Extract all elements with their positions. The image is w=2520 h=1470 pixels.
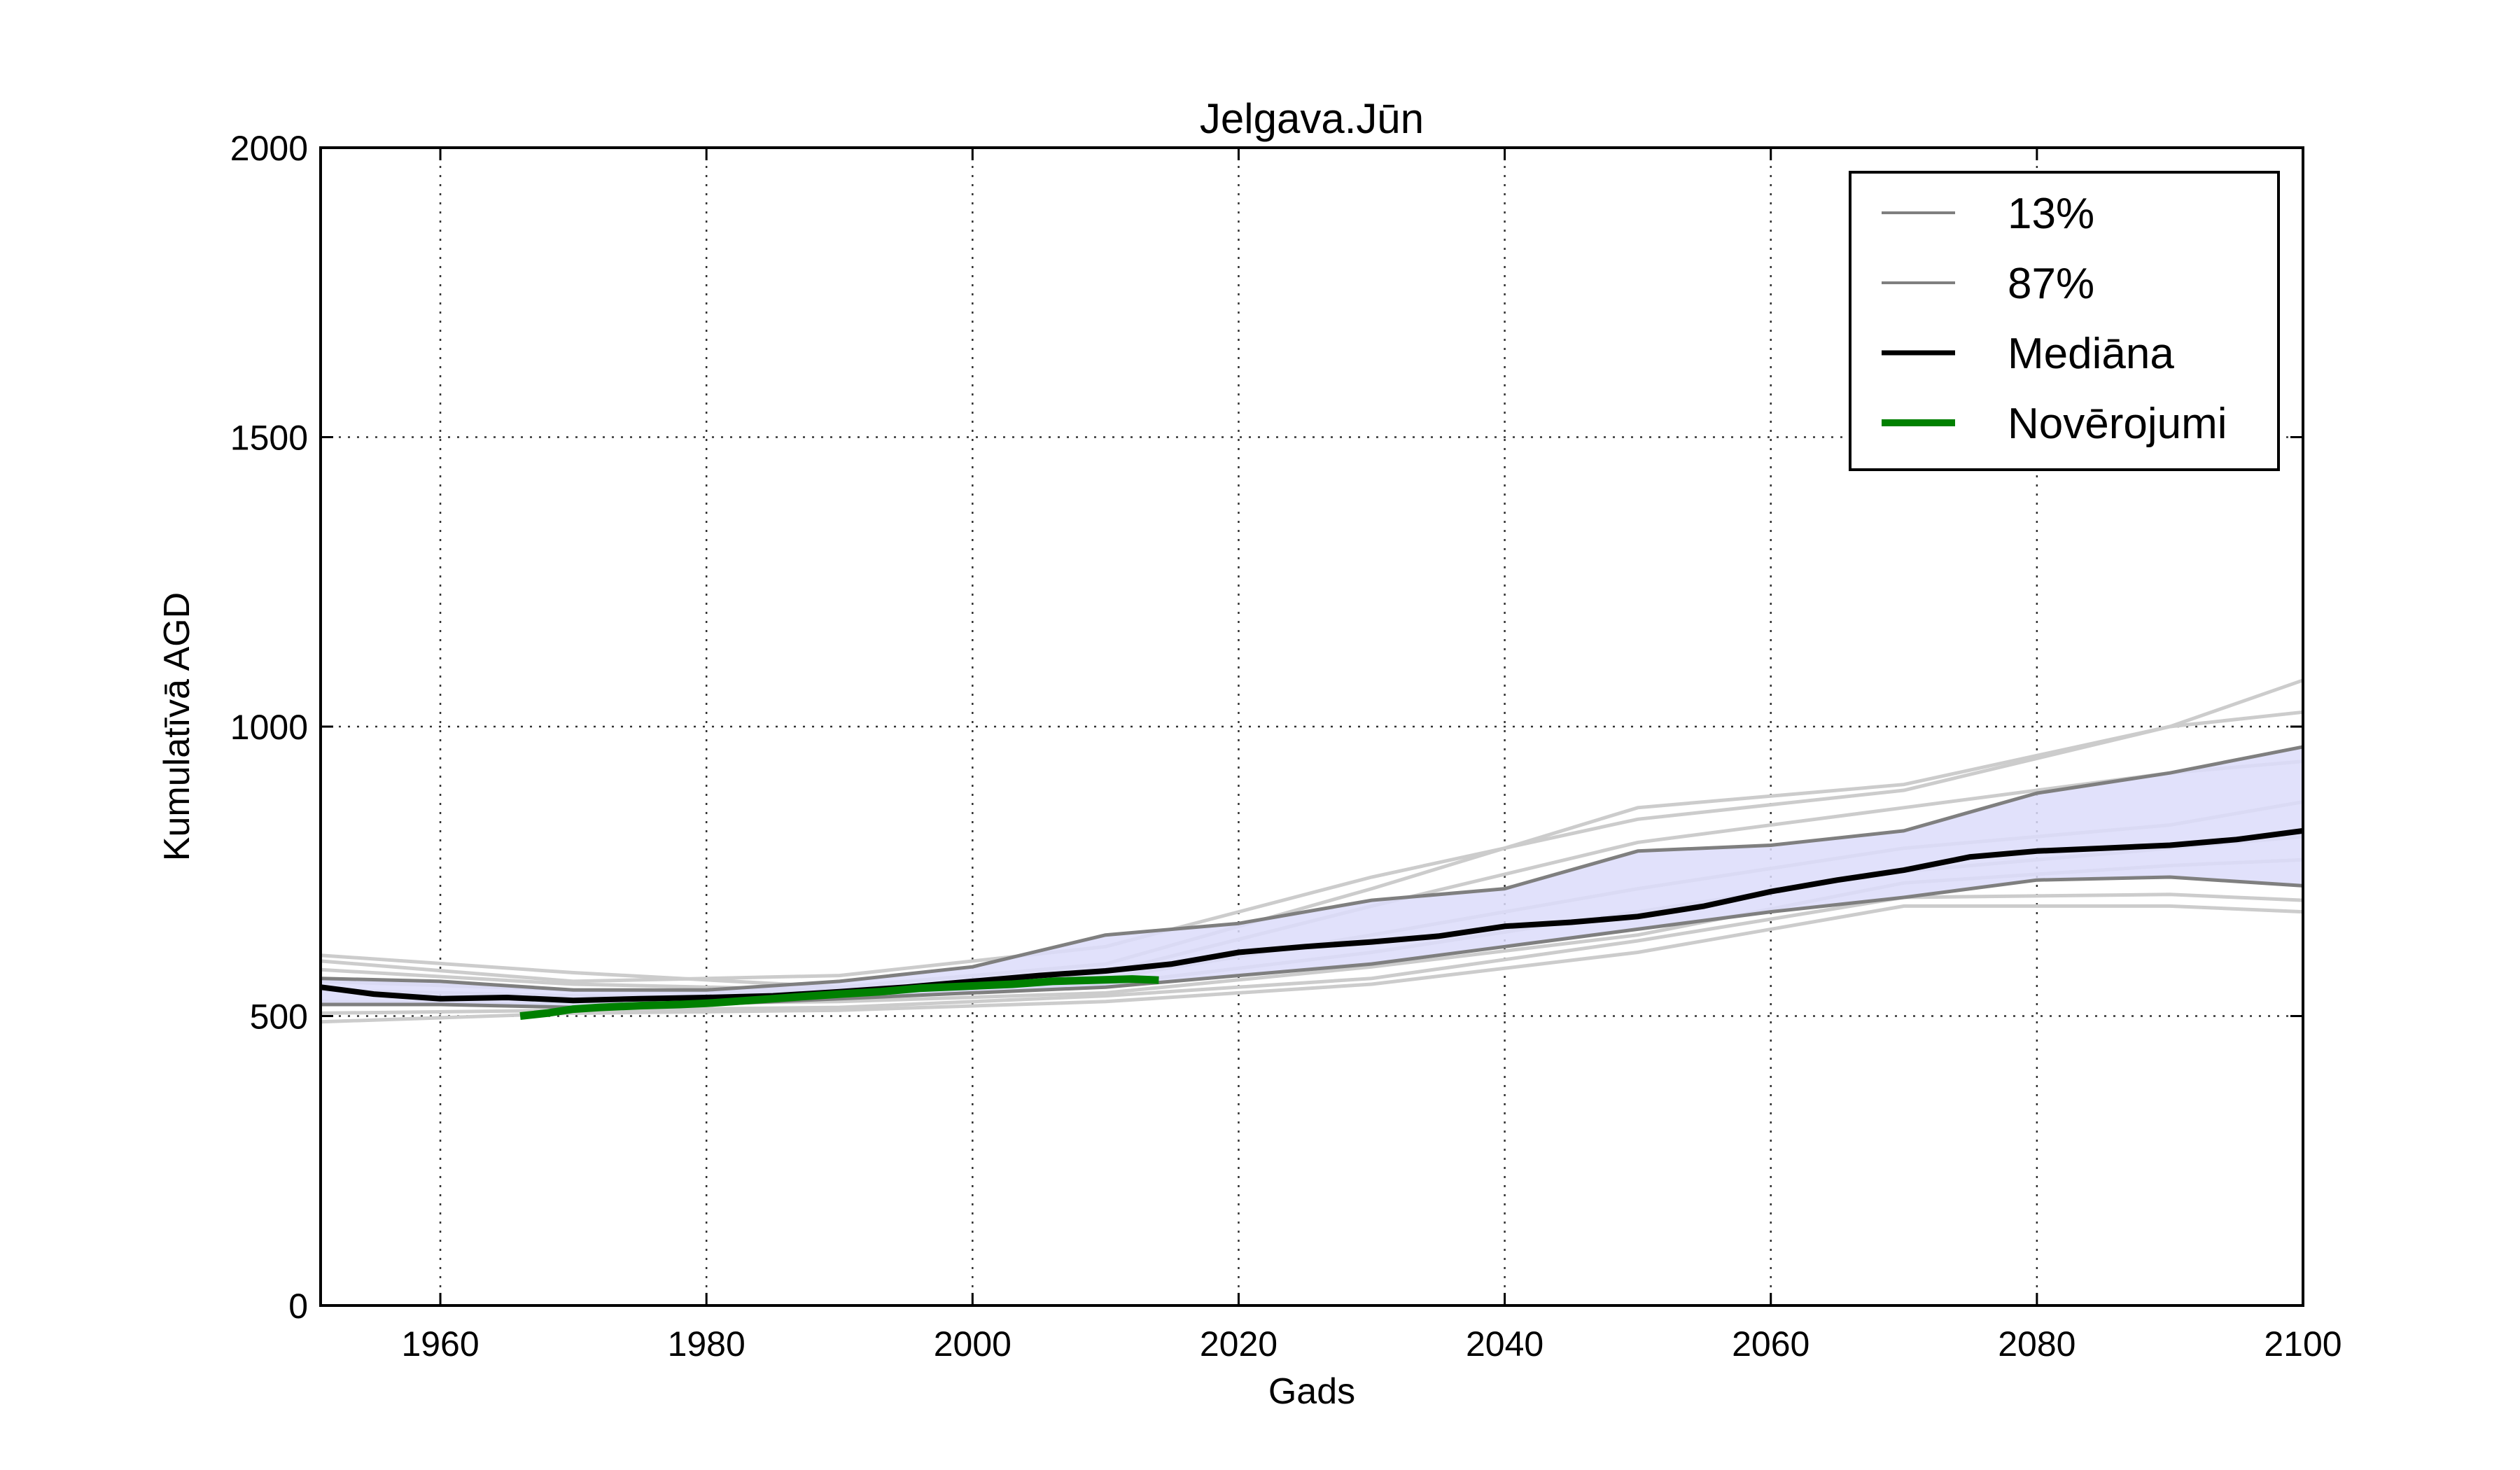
series-lines — [320, 745, 2304, 1020]
axis-ticks: 1960 1980 2000 2020 2040 2060 2080 2100 0 500 1000… — [230, 129, 2342, 1364]
x-tick-label: 2020 — [1200, 1324, 1278, 1364]
ensemble-member-line — [320, 678, 2304, 989]
ensemble-member-line — [320, 892, 2304, 1015]
legend-label: Mediāna — [2008, 330, 2174, 378]
legend-label: Novērojumi — [2008, 400, 2227, 448]
y-axis-title: Kumulatīvā AGD — [157, 592, 197, 861]
legend: 13% 87% Mediāna Novērojumi — [1849, 171, 2280, 471]
x-axis-title: Gads — [1268, 1371, 1355, 1412]
x-tick-label: 1980 — [668, 1324, 746, 1364]
ensemble-member-line — [320, 710, 2304, 983]
y-tick-label: 1500 — [230, 419, 308, 458]
y-tick-label: 2000 — [230, 129, 308, 168]
legend-label: 13% — [2008, 190, 2094, 238]
x-tick-label: 2000 — [934, 1324, 1011, 1364]
legend-label: 87% — [2008, 260, 2094, 308]
y-tick-label: 0 — [288, 1287, 308, 1326]
band-area — [321, 746, 2303, 1008]
percentile-band — [321, 746, 2303, 1008]
series-line-observed — [519, 975, 1159, 1020]
series-line-band-upper — [320, 745, 2304, 992]
y-tick-label: 500 — [250, 997, 308, 1037]
x-tick-label: 2100 — [2264, 1324, 2342, 1364]
x-tick-label: 2060 — [1732, 1324, 1809, 1364]
chart-title: Jelgava.Jūn — [1200, 95, 1424, 142]
y-tick-label: 1000 — [230, 708, 308, 747]
x-tick-label: 2040 — [1466, 1324, 1544, 1364]
series-line-median — [320, 827, 2304, 1004]
x-tick-label: 2080 — [1998, 1324, 2076, 1364]
x-tick-label: 1960 — [401, 1324, 479, 1364]
ensemble-member-line — [320, 904, 2304, 1024]
